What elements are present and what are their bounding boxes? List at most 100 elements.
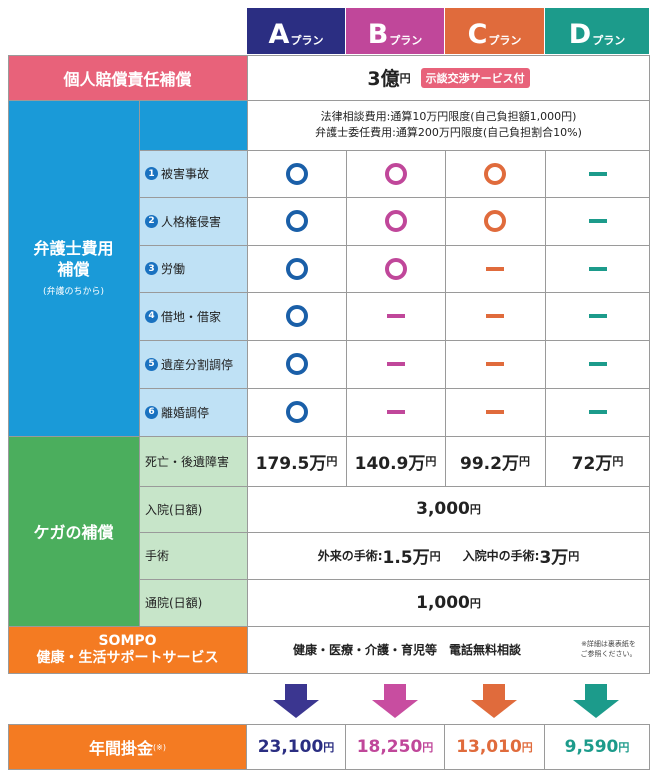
lawyer-item-label: 遺産分割調停 bbox=[161, 357, 234, 372]
value: 140.9万 bbox=[354, 453, 426, 474]
value: 72万 bbox=[571, 453, 613, 474]
premium-c: 13,010 円 bbox=[445, 724, 545, 770]
coverage-table: 個人賠償責任補償 3億円 示談交渉サービス付 弁護士費用 補償 (弁護のちから)… bbox=[8, 55, 650, 674]
lawyer-note-spacer bbox=[139, 100, 247, 150]
hospital-label: 入院(日額) bbox=[139, 486, 247, 532]
mark-a-5 bbox=[247, 340, 346, 388]
mark-d-6 bbox=[545, 388, 650, 436]
circle-icon bbox=[285, 353, 308, 375]
liability-label: 個人賠償責任補償 bbox=[8, 55, 247, 100]
unit: 円 bbox=[469, 503, 481, 516]
plan-a-header: A プラン bbox=[247, 8, 345, 54]
plan-d-letter: D bbox=[568, 19, 592, 50]
lawyer-label-sub: (弁護のちから) bbox=[42, 286, 105, 297]
mark-d-4 bbox=[545, 292, 650, 340]
number-badge: 5 bbox=[145, 357, 158, 371]
unit: 円 bbox=[518, 455, 530, 468]
liability-unit: 円 bbox=[399, 71, 411, 85]
unit: 円 bbox=[429, 549, 441, 563]
sompo-label-line1: SOMPO bbox=[98, 633, 157, 650]
lawyer-item-label: 借地・借家 bbox=[161, 309, 222, 324]
lawyer-item-1: 1 被害事故 bbox=[139, 150, 247, 197]
dash-icon bbox=[588, 171, 607, 176]
unit: 円 bbox=[323, 741, 335, 754]
value: 18,250 bbox=[356, 737, 423, 757]
death-value-d: 72万円 bbox=[545, 436, 650, 486]
liability-value: 3億円 示談交渉サービス付 bbox=[247, 55, 650, 100]
mark-a-2 bbox=[247, 197, 346, 245]
plan-d-suffix: プラン bbox=[592, 34, 626, 47]
mark-b-3 bbox=[346, 245, 445, 292]
circle-icon bbox=[484, 210, 506, 232]
dash-icon bbox=[386, 314, 405, 318]
lawyer-note-2: 弁護士委任費用:通算200万円限度(自己負担割合10%) bbox=[315, 126, 582, 139]
mark-a-3 bbox=[247, 245, 346, 292]
circle-icon bbox=[285, 401, 308, 423]
plan-c-letter: C bbox=[467, 19, 488, 50]
surgery-out-value: 1.5万 bbox=[382, 548, 430, 568]
lawyer-item-label: 労働 bbox=[161, 262, 186, 276]
sompo-label: SOMPO 健康・生活サポートサービス bbox=[8, 626, 247, 673]
sompo-text: 健康・医療・介護・育児等 電話無料相談 bbox=[292, 643, 521, 657]
number-badge: 4 bbox=[145, 309, 158, 323]
unit: 円 bbox=[422, 741, 434, 754]
dash-icon bbox=[588, 219, 607, 223]
lawyer-label: 弁護士費用 補償 (弁護のちから) bbox=[8, 100, 139, 436]
plan-a-letter: A bbox=[268, 19, 290, 50]
lawyer-label-line1: 弁護士費用 bbox=[33, 239, 114, 259]
number-badge: 3 bbox=[145, 262, 158, 275]
arrow-down-icon-c bbox=[471, 684, 517, 718]
arrow-down-icon-d bbox=[573, 684, 619, 718]
death-value-a: 179.5万円 bbox=[247, 436, 346, 486]
mark-b-5 bbox=[346, 340, 445, 388]
value: 23,100 bbox=[257, 737, 324, 757]
premium-d: 9,590 円 bbox=[545, 724, 650, 770]
circle-icon bbox=[285, 210, 308, 232]
value: 13,010 bbox=[456, 737, 522, 757]
circle-icon bbox=[285, 305, 308, 327]
sompo-label-line2: 健康・生活サポートサービス bbox=[36, 649, 219, 666]
hospital-value: 3,000 円 bbox=[247, 486, 650, 532]
lawyer-label-line2: 補償 bbox=[57, 260, 90, 279]
lawyer-item-6: 6 離婚調停 bbox=[139, 388, 247, 436]
death-value-b: 140.9万円 bbox=[346, 436, 445, 486]
circle-icon bbox=[484, 162, 506, 185]
mark-a-4 bbox=[247, 292, 346, 340]
mark-c-1 bbox=[445, 150, 545, 197]
arrow-down-icon-b bbox=[372, 684, 418, 718]
dash-icon bbox=[486, 314, 504, 318]
number-badge: 6 bbox=[145, 405, 158, 419]
circle-icon bbox=[285, 257, 308, 280]
surgery-label: 手術 bbox=[139, 532, 247, 579]
plan-b-letter: B bbox=[367, 19, 389, 50]
premium-label: 年間掛金 (※) bbox=[8, 724, 247, 770]
plan-b-suffix: プラン bbox=[389, 34, 423, 47]
plan-c-header: C プラン bbox=[445, 8, 544, 54]
mark-c-5 bbox=[445, 340, 545, 388]
dash-icon bbox=[486, 266, 504, 271]
negotiation-badge: 示談交渉サービス付 bbox=[420, 67, 530, 88]
visit-value: 1,000 円 bbox=[247, 579, 650, 626]
mark-d-1 bbox=[545, 150, 650, 197]
dash-icon bbox=[588, 314, 607, 318]
sompo-note: ※詳細は裏表紙を ご参照ください。 bbox=[567, 626, 650, 673]
visit-label: 通院(日額) bbox=[139, 579, 247, 626]
lawyer-item-5: 5 遺産分割調停 bbox=[139, 340, 247, 388]
mark-c-2 bbox=[445, 197, 545, 245]
value: 9,590 bbox=[564, 737, 619, 757]
unit: 円 bbox=[618, 741, 630, 754]
unit: 円 bbox=[568, 549, 580, 563]
mark-b-6 bbox=[346, 388, 445, 436]
dash-icon bbox=[588, 266, 607, 271]
dash-icon bbox=[588, 410, 607, 414]
mark-d-5 bbox=[545, 340, 650, 388]
unit: 円 bbox=[326, 455, 338, 468]
value: 99.2万 bbox=[460, 453, 519, 474]
surgery-in-label: 入院中の手術: bbox=[462, 549, 540, 563]
dash-icon bbox=[486, 410, 504, 414]
value: 179.5万 bbox=[255, 453, 327, 474]
lawyer-item-2: 2 人格権侵害 bbox=[139, 197, 247, 245]
injury-label: ケガの補償 bbox=[8, 436, 139, 626]
surgery-out-label: 外来の手術: bbox=[317, 549, 383, 563]
mark-a-1 bbox=[247, 150, 346, 197]
